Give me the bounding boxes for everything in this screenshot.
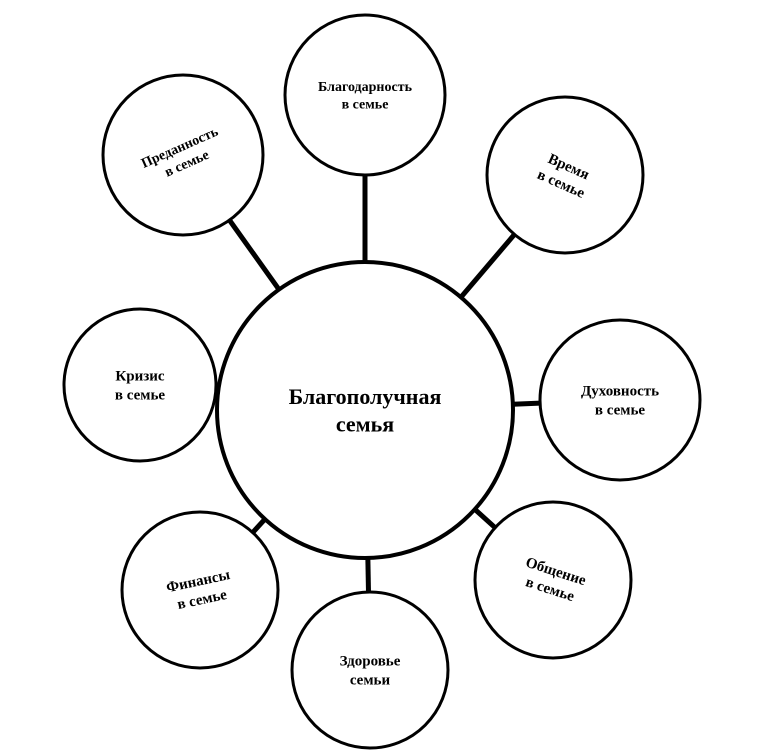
satellite-node-crisis: Кризисв семье [64, 309, 216, 461]
satellite-node-spirit: Духовностьв семье [540, 320, 700, 480]
edge [368, 558, 369, 592]
edge [461, 234, 515, 297]
nodes-layer: Благодарностьв семьеПреданностьв семье Вр… [64, 15, 700, 748]
edge [229, 220, 279, 289]
edge [475, 509, 495, 527]
edge [513, 403, 540, 404]
satellite-node-health: Здоровьесемьи [292, 592, 448, 748]
satellite-node-devotion: Преданностьв семье [103, 75, 263, 235]
family-concept-diagram: Благодарностьв семьеПреданностьв семье Вр… [0, 0, 768, 756]
satellite-node-time: Времяв семье [487, 97, 643, 253]
satellite-node-gratitude: Благодарностьв семье [285, 15, 445, 175]
center-node: Благополучнаясемья [217, 262, 513, 558]
edge [253, 519, 265, 532]
satellite-node-comm: Общениев семье [475, 502, 631, 658]
satellite-node-finance: Финансыв семье [122, 512, 278, 668]
